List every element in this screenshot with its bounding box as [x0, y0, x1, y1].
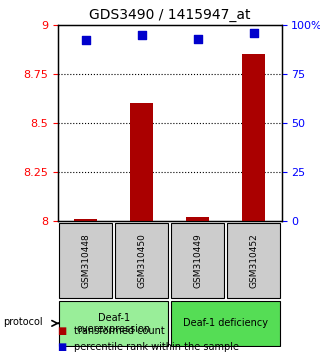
FancyBboxPatch shape [227, 223, 280, 298]
Text: GSM310448: GSM310448 [81, 233, 90, 288]
Text: Deaf-1
overexpression: Deaf-1 overexpression [76, 313, 151, 334]
Title: GDS3490 / 1415947_at: GDS3490 / 1415947_at [89, 8, 250, 22]
Text: GSM310450: GSM310450 [137, 233, 146, 288]
Bar [131, 103, 153, 221]
Text: GSM310452: GSM310452 [249, 233, 258, 288]
Text: percentile rank within the sample: percentile rank within the sample [74, 342, 239, 352]
Bar [186, 217, 209, 221]
Point [139, 32, 144, 38]
Point [251, 30, 256, 35]
FancyBboxPatch shape [171, 301, 280, 346]
Point [195, 36, 200, 41]
Bar [74, 219, 97, 221]
Text: ■: ■ [58, 326, 67, 336]
FancyBboxPatch shape [59, 223, 112, 298]
FancyBboxPatch shape [59, 301, 168, 346]
Text: Deaf-1 deficiency: Deaf-1 deficiency [183, 318, 268, 329]
FancyBboxPatch shape [171, 223, 224, 298]
Text: transformed count: transformed count [74, 326, 164, 336]
Bar [243, 54, 265, 221]
Text: GSM310449: GSM310449 [193, 233, 202, 288]
FancyBboxPatch shape [115, 223, 168, 298]
Point [83, 38, 88, 43]
Text: protocol: protocol [3, 317, 43, 327]
Text: ■: ■ [58, 342, 67, 352]
